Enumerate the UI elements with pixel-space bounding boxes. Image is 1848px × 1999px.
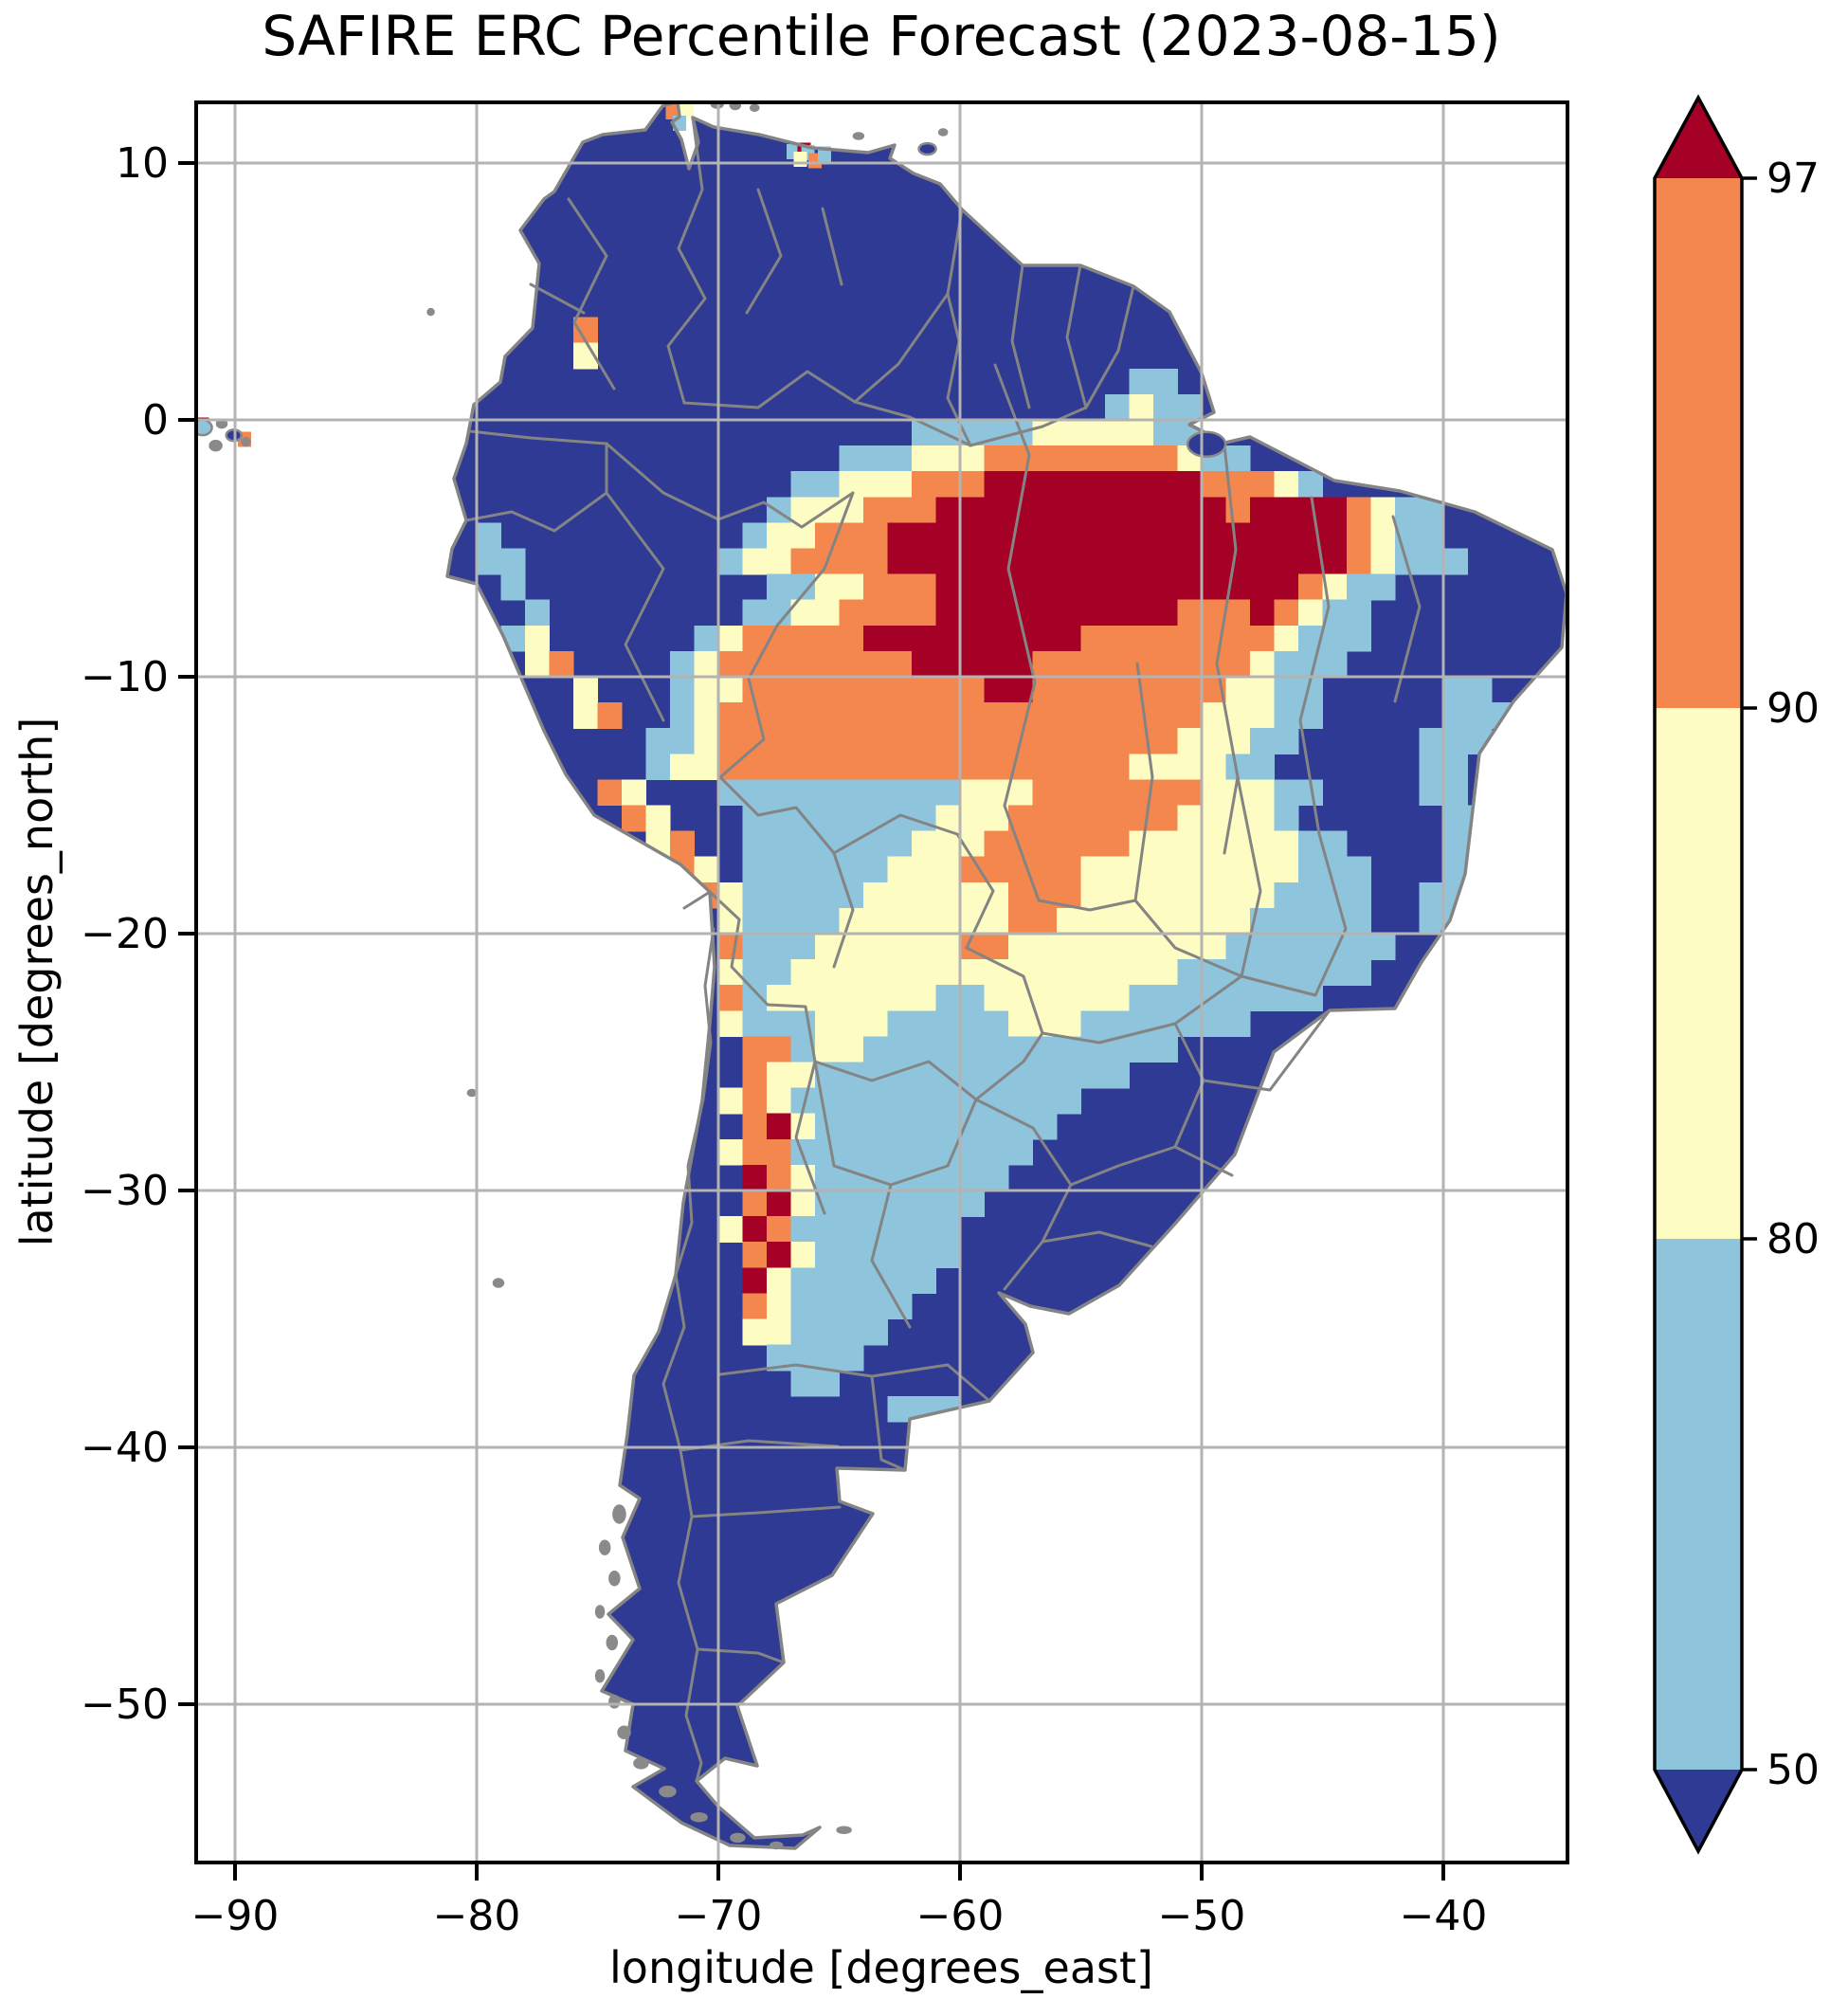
y-tick-label: −20 [81, 910, 169, 958]
x-tick-labels: −90 −80 −70 −60 −50 −40 [191, 1892, 1488, 1940]
y-tick-label: −30 [81, 1167, 169, 1215]
colorbar-segment-80-90 [1655, 708, 1742, 1239]
y-tick-label: 0 [142, 396, 169, 445]
y-tick-label: −40 [81, 1424, 169, 1472]
map-area [196, 102, 1567, 1863]
y-tick-label: −10 [81, 653, 169, 701]
colorbar-tick-label: 80 [1766, 1215, 1820, 1263]
gridlines [196, 102, 1567, 1863]
colorbar-segment-90-97 [1655, 178, 1742, 708]
x-tick-label: −40 [1400, 1892, 1488, 1940]
admin-borders [464, 116, 1422, 1783]
x-tick-label: −80 [433, 1892, 521, 1940]
y-tick-labels: 10 0 −10 −20 −30 −40 −50 [81, 139, 169, 1729]
islands-layer [196, 102, 1227, 1850]
y-tick-label: −50 [81, 1681, 169, 1729]
x-axis-ticks [233, 1863, 1445, 1881]
colorbar: 97 90 80 50 [1653, 94, 1820, 1855]
page-title: SAFIRE ERC Percentile Forecast (2023-08-… [262, 4, 1500, 68]
x-tick-label: −60 [916, 1892, 1005, 1940]
y-tick-label: 10 [116, 139, 169, 188]
x-tick-label: −90 [191, 1892, 280, 1940]
x-tick-label: −70 [675, 1892, 763, 1940]
colorbar-tick-label: 90 [1766, 684, 1820, 733]
colorbar-ticks [1742, 176, 1757, 1772]
colorbar-segment-50-80 [1655, 1239, 1742, 1770]
colorbar-tick-label: 97 [1766, 154, 1820, 203]
y-axis-ticks [178, 161, 196, 1706]
percentile-raster-layer [477, 317, 1517, 1448]
x-axis-label: longitude [degrees_east] [609, 1942, 1153, 1993]
colorbar-under-arrow [1655, 1770, 1742, 1851]
colorbar-over-arrow [1655, 98, 1742, 178]
y-axis-label: latitude [degrees_north] [11, 718, 63, 1247]
axes-frame [194, 100, 1569, 1864]
colorbar-tick-label: 50 [1766, 1746, 1820, 1794]
x-tick-label: −50 [1158, 1892, 1246, 1940]
